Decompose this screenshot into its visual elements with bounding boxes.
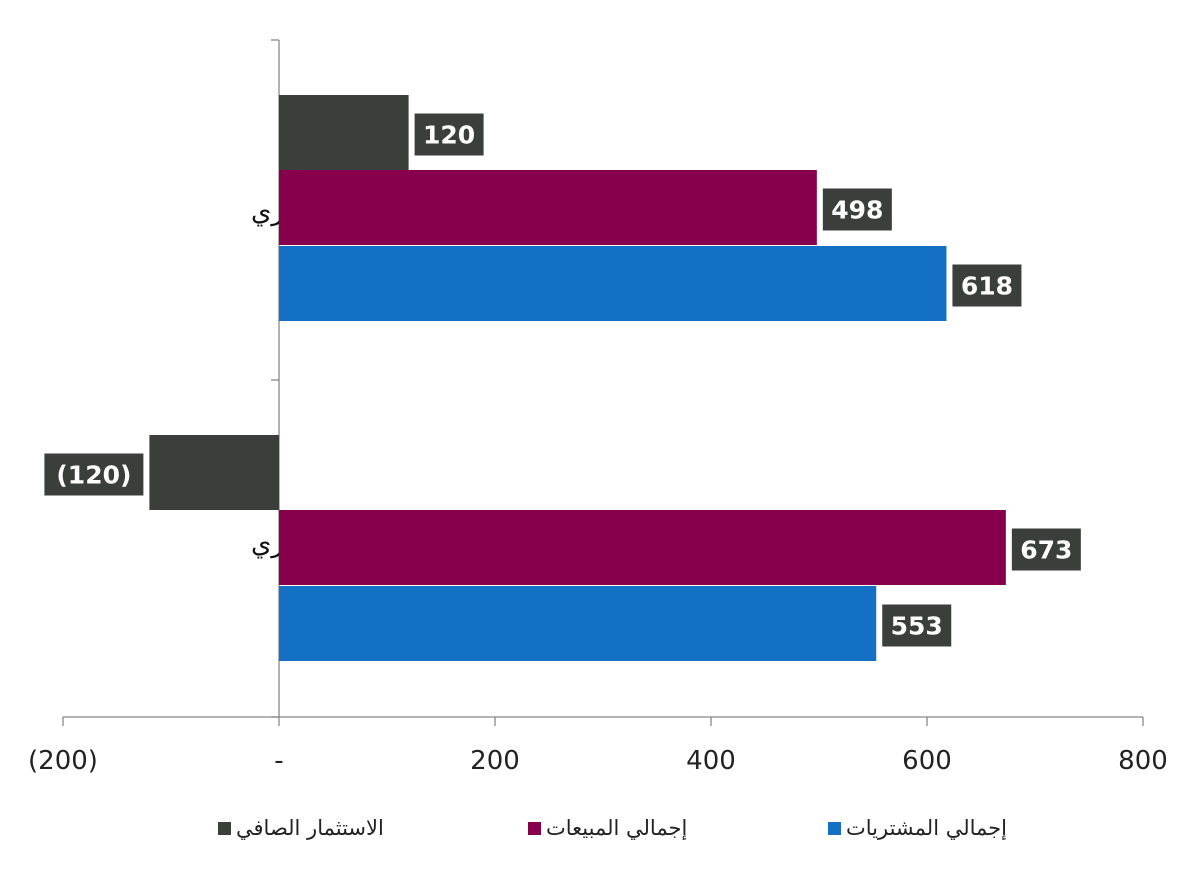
data-label: (120) bbox=[56, 461, 131, 490]
legend-swatch bbox=[828, 821, 841, 835]
legend-swatch bbox=[218, 821, 231, 835]
chart: (200)-200400600800غير قطري120498618قطري(… bbox=[28, 39, 1168, 776]
bar[interactable] bbox=[279, 170, 817, 245]
legend-label: الاستثمار الصافي bbox=[236, 816, 384, 840]
legend-label: إجمالي المبيعات bbox=[546, 816, 688, 840]
data-label: 553 bbox=[891, 612, 943, 641]
legend-item[interactable]: إجمالي المشتريات bbox=[828, 816, 1007, 840]
x-tick-label: (200) bbox=[28, 746, 98, 776]
data-label: 618 bbox=[961, 272, 1013, 301]
data-label-box bbox=[952, 264, 1022, 307]
x-tick-label: 800 bbox=[1118, 746, 1168, 776]
bar[interactable] bbox=[279, 95, 409, 170]
legend: الاستثمار الصافي إجمالي المبيعات إجمالي ال… bbox=[0, 812, 1200, 852]
legend-swatch bbox=[528, 821, 541, 835]
legend-label: إجمالي المشتريات bbox=[846, 816, 1007, 840]
data-label-box bbox=[822, 188, 892, 231]
x-tick-label: 600 bbox=[902, 746, 952, 776]
data-label-box bbox=[414, 113, 484, 156]
data-label: 673 bbox=[1020, 536, 1072, 565]
bar[interactable] bbox=[279, 246, 947, 321]
bar[interactable] bbox=[279, 586, 877, 661]
x-tick-label: - bbox=[274, 746, 283, 776]
data-label-box bbox=[44, 453, 144, 496]
bar[interactable] bbox=[279, 510, 1006, 585]
bar[interactable] bbox=[149, 435, 279, 510]
data-label-box bbox=[1011, 528, 1081, 571]
x-tick-label: 400 bbox=[686, 746, 736, 776]
legend-item[interactable]: إجمالي المبيعات bbox=[528, 816, 687, 840]
data-label: 498 bbox=[831, 196, 883, 225]
data-label-box bbox=[882, 604, 952, 647]
x-tick-label: 200 bbox=[470, 746, 520, 776]
legend-item[interactable]: الاستثمار الصافي bbox=[218, 816, 384, 840]
data-label: 120 bbox=[423, 121, 475, 150]
